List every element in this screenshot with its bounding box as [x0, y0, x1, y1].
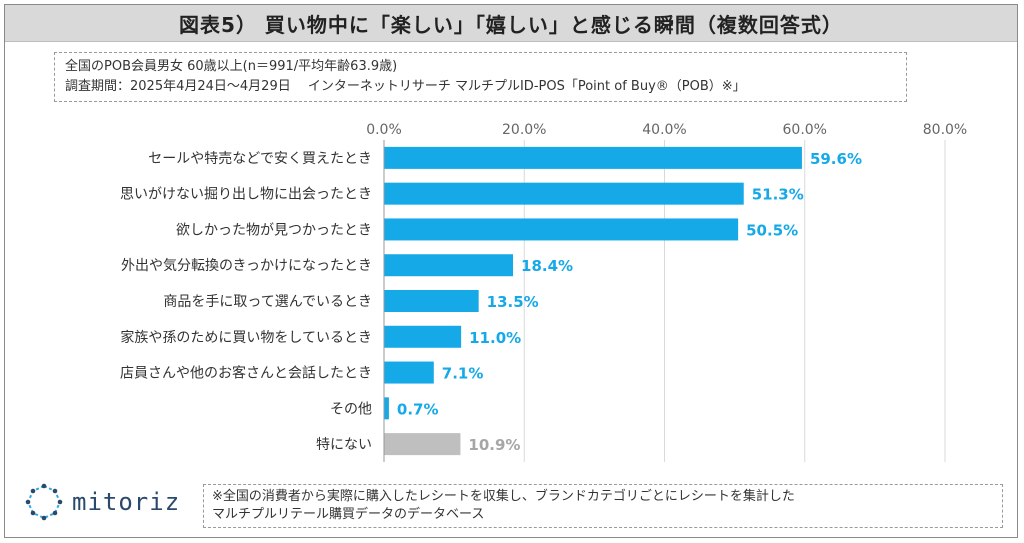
value-label: 50.5% [746, 221, 798, 239]
network-burst-icon [25, 483, 63, 521]
bar [384, 182, 744, 205]
category-label: その他 [330, 401, 372, 417]
value-label: 59.6% [810, 150, 862, 168]
x-tick-label: 0.0% [366, 122, 402, 138]
category-label: 特にない [316, 437, 372, 453]
bar [384, 433, 461, 456]
value-label: 11.0% [469, 329, 521, 347]
bar [384, 325, 462, 348]
survey-note-line-1: 全国のPOB会員男女 60歳以上(n＝991/平均年齢63.9歳) [65, 59, 398, 74]
x-tick-label: 40.0% [642, 122, 686, 138]
chart-title: 図表5） 買い物中に「楽しい」「嬉しい」と感じる瞬間（複数回答式） [179, 12, 843, 37]
chart-frame: 図表5） 買い物中に「楽しい」「嬉しい」と感じる瞬間（複数回答式） [4, 4, 1018, 538]
category-label: 家族や孫のために買い物をしているとき [120, 329, 372, 346]
value-label: 0.7% [397, 400, 439, 418]
mitoriz-logo: mitoriz [24, 482, 180, 522]
value-label: 51.3% [752, 186, 804, 204]
category-label: 外出や気分転換のきっかけになったとき [121, 258, 372, 274]
value-label: 18.4% [521, 257, 573, 275]
footnote-line-1: ※全国の消費者から実際に購入したレシートを収集し、ブランドカテゴリごとにレシート… [212, 489, 795, 504]
value-label: 13.5% [487, 293, 539, 311]
category-label: セールや特売などで安く買えたとき [148, 151, 372, 167]
category-label: 思いがけない掘り出し物に出会ったとき [120, 187, 372, 203]
title-bar: 図表5） 買い物中に「楽しい」「嬉しい」と感じる瞬間（複数回答式） [5, 5, 1017, 42]
value-label: 10.9% [468, 436, 520, 454]
category-label: 店員さんや他のお客さんと会話したとき [120, 365, 372, 382]
x-tick-label: 60.0% [783, 122, 827, 138]
bar [384, 397, 389, 420]
bar-chart: 0.0% 20.0% 40.0% 60.0% 80.0% セールや特売などで安く買えたとき… [120, 122, 967, 462]
bar [384, 254, 514, 277]
logo-text: mitoriz [72, 488, 181, 516]
value-label: 7.1% [442, 365, 484, 383]
footnote-line-2: マルチプルリテール購買データのデータベース [212, 507, 485, 522]
footnote: ※全国の消費者から実際に購入したレシートを収集し、ブランドカテゴリごとにレシート… [203, 484, 1003, 528]
bar [384, 218, 739, 241]
x-tick-label: 80.0% [923, 122, 967, 138]
survey-notes: 全国のPOB会員男女 60歳以上(n＝991/平均年齢63.9歳) 調査期間：2… [54, 52, 907, 102]
bar [384, 361, 434, 384]
bar [384, 146, 802, 169]
survey-note-line-2: 調査期間：2025年4月24日～4月29日 インターネットリサーチ マルチプルI… [65, 79, 746, 94]
x-tick-label: 20.0% [502, 122, 546, 138]
category-label: 商品を手に取って選んでいるとき [163, 294, 372, 310]
bar [384, 290, 479, 312]
category-label: 欲しかった物が見つかったとき [176, 222, 372, 238]
